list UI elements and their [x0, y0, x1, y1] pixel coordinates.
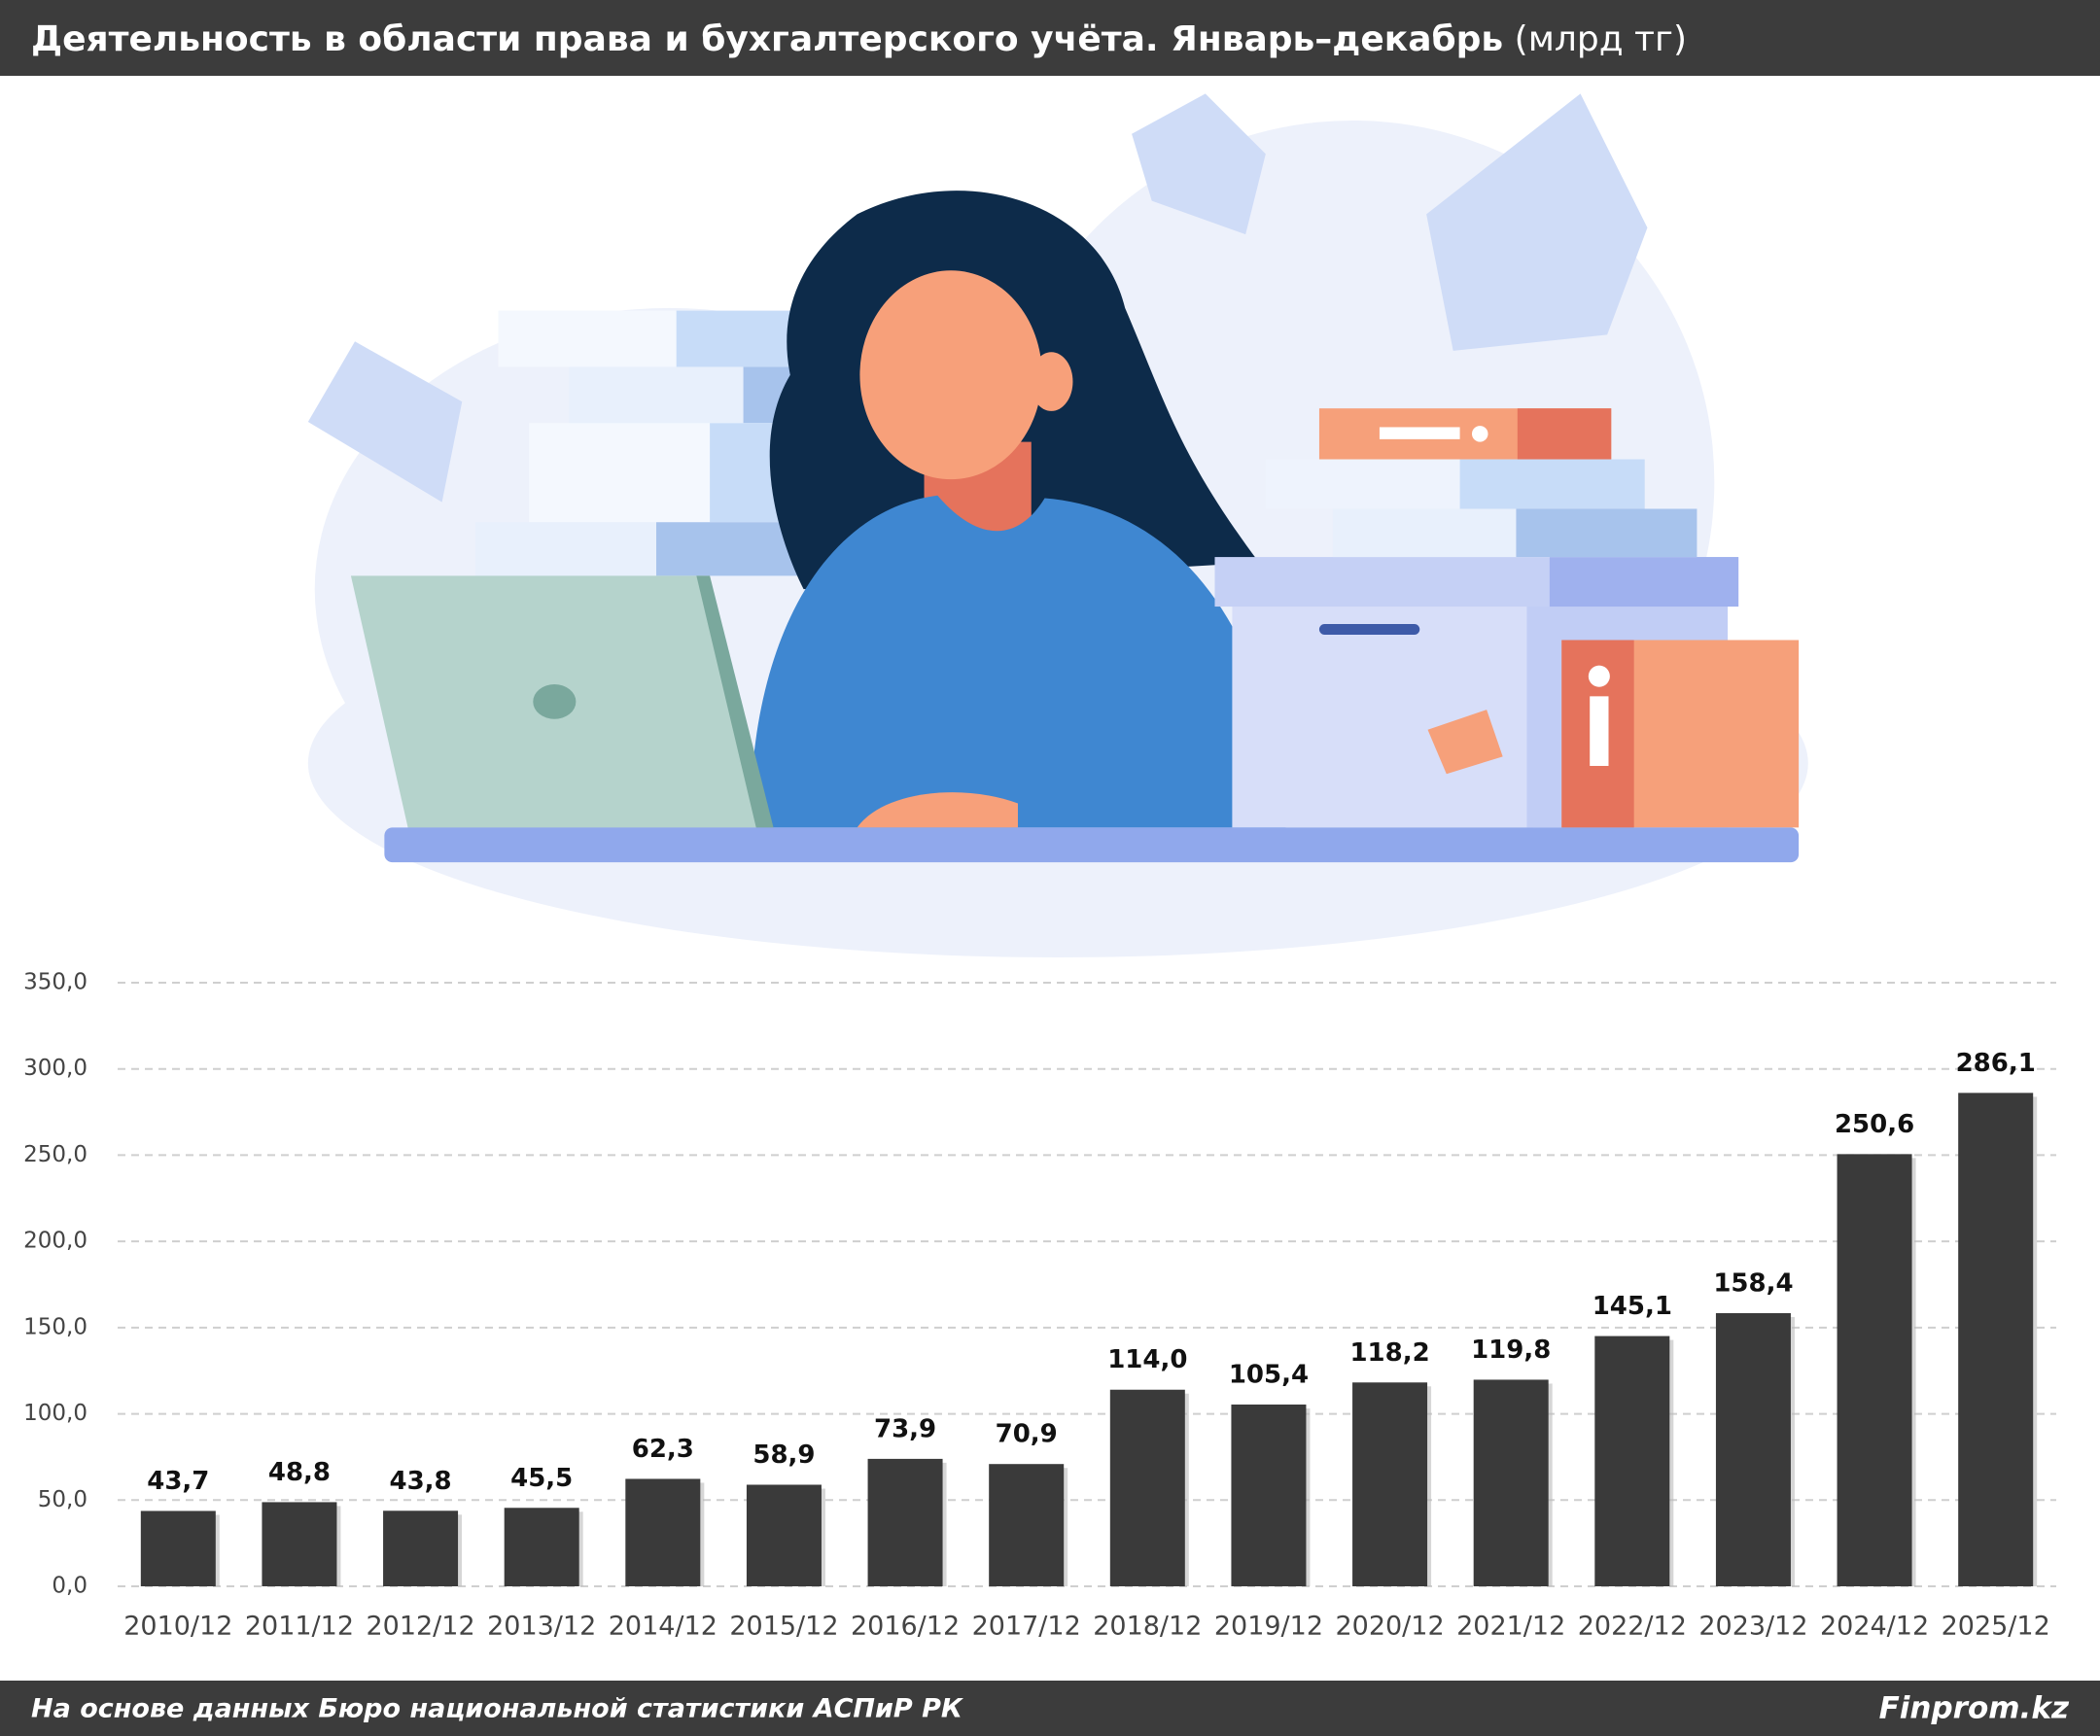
- value-label: 118,2: [1349, 1338, 1429, 1368]
- bar: [1594, 1336, 1670, 1586]
- value-label: 73,9: [874, 1414, 936, 1443]
- x-tick-label: 2012/12: [366, 1612, 474, 1642]
- illustration: [307, 93, 1808, 957]
- value-label: 158,4: [1713, 1268, 1793, 1298]
- bar: [1958, 1093, 2034, 1586]
- bar: [867, 1458, 943, 1586]
- x-tick-label: 2025/12: [1942, 1612, 2050, 1642]
- bar: [262, 1502, 337, 1586]
- bar: [504, 1508, 579, 1586]
- x-tick-label: 2020/12: [1335, 1612, 1444, 1642]
- value-label: 45,5: [510, 1464, 573, 1493]
- x-tick-label: 2013/12: [487, 1612, 596, 1642]
- value-label: 114,0: [1107, 1345, 1187, 1374]
- x-tick-label: 2024/12: [1820, 1612, 1929, 1642]
- title-bar: [0, 0, 2100, 76]
- y-tick-label: 300,0: [23, 1056, 88, 1081]
- y-tick-label: 150,0: [23, 1314, 88, 1339]
- chart-title: Деятельность в области права и бухгалтер…: [31, 19, 1687, 59]
- value-label: 286,1: [1956, 1049, 2036, 1078]
- x-tick-label: 2017/12: [972, 1612, 1081, 1642]
- title-main: Деятельность в области права и бухгалтер…: [31, 19, 1503, 59]
- title-unit: (млрд тг): [1515, 19, 1687, 59]
- x-tick-label: 2019/12: [1214, 1612, 1323, 1642]
- x-tick-label: 2010/12: [123, 1612, 232, 1642]
- y-tick-label: 100,0: [23, 1401, 88, 1426]
- value-label: 43,8: [389, 1467, 451, 1496]
- y-tick-label: 250,0: [23, 1142, 88, 1167]
- value-label: 70,9: [996, 1420, 1058, 1449]
- y-tick-label: 200,0: [23, 1229, 88, 1254]
- bar: [1837, 1154, 1912, 1586]
- bar: [989, 1464, 1065, 1586]
- x-tick-label: 2023/12: [1698, 1612, 1807, 1642]
- x-tick-label: 2011/12: [245, 1612, 354, 1642]
- x-tick-label: 2015/12: [729, 1612, 838, 1642]
- value-label: 250,6: [1835, 1110, 1914, 1139]
- bar: [1352, 1382, 1428, 1586]
- bar: [1109, 1389, 1185, 1586]
- bar: [383, 1510, 459, 1586]
- value-label: 43,7: [147, 1467, 209, 1496]
- value-label: 48,8: [268, 1458, 331, 1487]
- brand: Finprom.kz: [1879, 1691, 2070, 1726]
- value-label: 105,4: [1229, 1360, 1309, 1389]
- value-label: 62,3: [632, 1435, 694, 1464]
- x-tick-label: 2022/12: [1578, 1612, 1687, 1642]
- source-note: На основе данных Бюро национальной стати…: [31, 1694, 964, 1724]
- value-label: 119,8: [1471, 1336, 1551, 1365]
- x-tick-label: 2018/12: [1093, 1612, 1202, 1642]
- x-tick-label: 2016/12: [851, 1612, 960, 1642]
- x-tick-label: 2014/12: [609, 1612, 718, 1642]
- bar: [1473, 1379, 1549, 1586]
- y-tick-label: 350,0: [23, 970, 88, 995]
- bar: [1715, 1312, 1791, 1586]
- y-tick-label: 0,0: [52, 1574, 88, 1599]
- footer-bar: [0, 1681, 2100, 1736]
- x-tick-label: 2021/12: [1456, 1612, 1565, 1642]
- bar: [1231, 1404, 1307, 1586]
- bar: [140, 1510, 216, 1586]
- bar: [746, 1484, 822, 1586]
- value-label: 145,1: [1592, 1292, 1672, 1321]
- y-tick-label: 50,0: [38, 1487, 88, 1512]
- value-label: 58,9: [752, 1441, 815, 1470]
- bar: [625, 1478, 701, 1586]
